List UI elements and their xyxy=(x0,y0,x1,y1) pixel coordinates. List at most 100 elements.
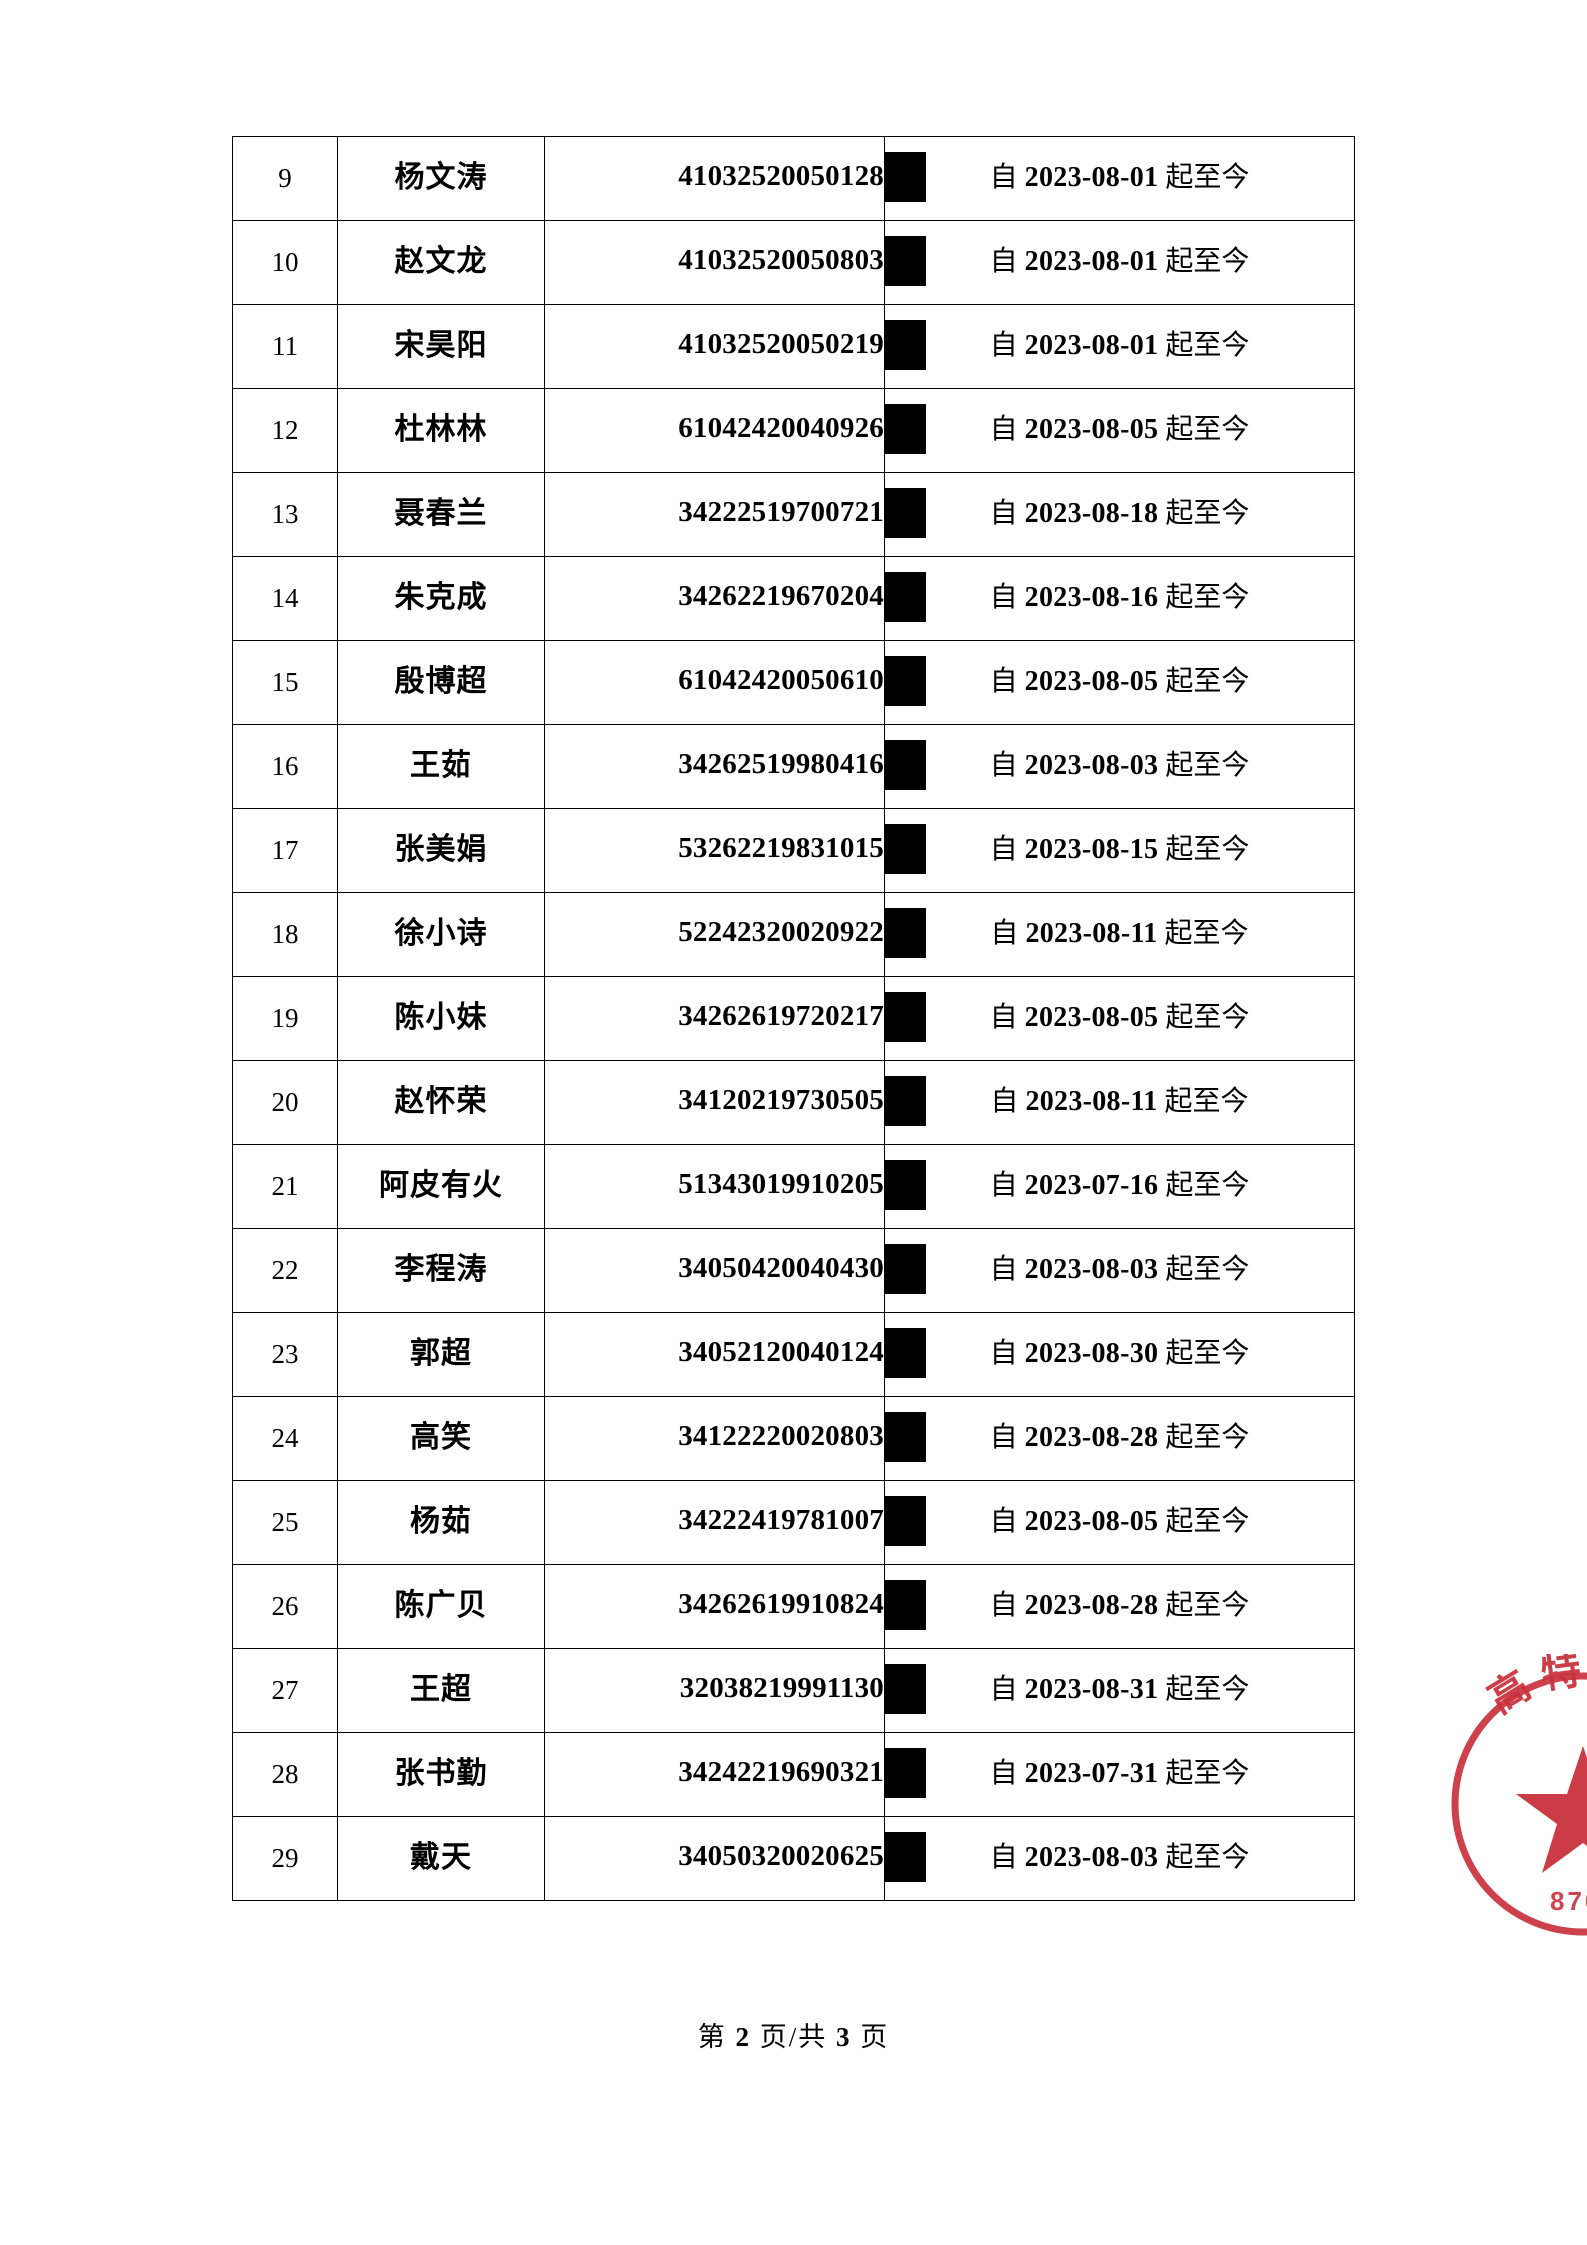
period-prefix: 自 xyxy=(989,330,1018,362)
cell-id-number: 51343019910205 xyxy=(544,1144,926,1229)
footer-prefix: 第 xyxy=(697,2022,727,2052)
cell-id-number: 41032520050128 xyxy=(544,136,926,221)
id-number-text: 41032520050803 xyxy=(678,244,884,277)
cell-id-number: 34242219690321 xyxy=(544,1732,926,1817)
id-number-text: 51343019910205 xyxy=(678,1168,884,1201)
cell-period: 自 2023-08-11 起至今 xyxy=(884,1060,1355,1145)
table-row: 15 殷博超 61042420050610 自 2023-08-05 起至今 xyxy=(232,640,1355,725)
cell-period: 自 2023-08-18 起至今 xyxy=(884,472,1355,557)
period-prefix: 自 xyxy=(989,414,1018,446)
id-number-text: 52242320020922 xyxy=(678,916,884,949)
id-number-text: 34262619720217 xyxy=(678,1000,884,1033)
id-number-text: 34222419781007 xyxy=(678,1504,884,1537)
cell-id-number: 34122220020803 xyxy=(544,1396,926,1481)
cell-index: 14 xyxy=(232,556,338,641)
table-row: 10 赵文龙 41032520050803 自 2023-08-01 起至今 xyxy=(232,220,1355,305)
period-prefix: 自 xyxy=(989,246,1018,278)
cell-id-number: 34052120040124 xyxy=(544,1312,926,1397)
redaction-block xyxy=(884,1747,926,1798)
period-suffix: 起至今 xyxy=(1165,1170,1250,1202)
period-start-date: 2023-07-31 xyxy=(1024,1758,1159,1790)
cell-id-number: 34222419781007 xyxy=(544,1480,926,1565)
period-prefix: 自 xyxy=(989,162,1018,194)
id-number-text: 61042420050610 xyxy=(678,664,884,697)
period-start-date: 2023-08-11 xyxy=(1025,918,1158,950)
cell-name: 阿皮有火 xyxy=(337,1144,545,1229)
period-suffix: 起至今 xyxy=(1165,1590,1250,1622)
id-number-text: 53262219831015 xyxy=(678,832,884,865)
cell-index: 19 xyxy=(232,976,338,1061)
period-prefix: 自 xyxy=(989,1338,1018,1370)
footer-middle: 页/共 xyxy=(759,2022,828,2052)
cell-name: 张美娟 xyxy=(337,808,545,893)
table-row: 22 李程涛 34050420040430 自 2023-08-03 起至今 xyxy=(232,1228,1355,1313)
cell-index: 29 xyxy=(232,1816,338,1901)
table-row: 14 朱克成 34262219670204 自 2023-08-16 起至今 xyxy=(232,556,1355,641)
cell-name: 徐小诗 xyxy=(337,892,545,977)
id-number-text: 34262219670204 xyxy=(678,580,884,613)
id-number-text: 41032520050219 xyxy=(678,328,884,361)
period-start-date: 2023-08-30 xyxy=(1024,1338,1159,1370)
period-start-date: 2023-08-28 xyxy=(1024,1422,1159,1454)
table-row: 19 陈小妹 34262619720217 自 2023-08-05 起至今 xyxy=(232,976,1355,1061)
cell-period: 自 2023-08-28 起至今 xyxy=(884,1396,1355,1481)
id-number-text: 34050420040430 xyxy=(678,1252,884,1285)
table-row: 20 赵怀荣 34120219730505 自 2023-08-11 起至今 xyxy=(232,1060,1355,1145)
table-row: 27 王超 32038219991130 自 2023-08-31 起至今 xyxy=(232,1648,1355,1733)
cell-name: 王茹 xyxy=(337,724,545,809)
period-suffix: 起至今 xyxy=(1165,330,1250,362)
period-start-date: 2023-08-05 xyxy=(1024,1002,1159,1034)
cell-index: 22 xyxy=(232,1228,338,1313)
period-start-date: 2023-08-15 xyxy=(1024,834,1159,866)
redaction-block xyxy=(884,1411,926,1462)
period-suffix: 起至今 xyxy=(1165,834,1250,866)
cell-id-number: 34262619910824 xyxy=(544,1564,926,1649)
cell-id-number: 34262519980416 xyxy=(544,724,926,809)
cell-index: 25 xyxy=(232,1480,338,1565)
cell-id-number: 34120219730505 xyxy=(544,1060,926,1145)
id-number-wrapper: 34262619720217 xyxy=(678,991,926,1044)
cell-id-number: 53262219831015 xyxy=(544,808,926,893)
cell-id-number: 41032520050803 xyxy=(544,220,926,305)
cell-name: 宋昊阳 xyxy=(337,304,545,389)
redaction-block xyxy=(884,319,926,370)
cell-index: 21 xyxy=(232,1144,338,1229)
cell-period: 自 2023-08-05 起至今 xyxy=(884,1480,1355,1565)
cell-period: 自 2023-07-31 起至今 xyxy=(884,1732,1355,1817)
period-prefix: 自 xyxy=(989,582,1018,614)
cell-name: 戴天 xyxy=(337,1816,545,1901)
period-suffix: 起至今 xyxy=(1165,162,1250,194)
cell-name: 李程涛 xyxy=(337,1228,545,1313)
cell-index: 10 xyxy=(232,220,338,305)
table-row: 26 陈广贝 34262619910824 自 2023-08-28 起至今 xyxy=(232,1564,1355,1649)
period-prefix: 自 xyxy=(989,498,1018,530)
svg-text:8708: 8708 xyxy=(1550,1886,1587,1916)
redaction-block xyxy=(884,1663,926,1714)
table-row: 25 杨茹 34222419781007 自 2023-08-05 起至今 xyxy=(232,1480,1355,1565)
period-start-date: 2023-07-16 xyxy=(1024,1170,1159,1202)
period-suffix: 起至今 xyxy=(1165,750,1250,782)
footer-page-number: 2 xyxy=(735,2022,751,2052)
redaction-block xyxy=(884,487,926,538)
cell-period: 自 2023-08-01 起至今 xyxy=(884,304,1355,389)
id-number-text: 34262519980416 xyxy=(678,748,884,781)
period-prefix: 自 xyxy=(989,1002,1018,1034)
cell-period: 自 2023-08-03 起至今 xyxy=(884,1228,1355,1313)
redaction-block xyxy=(884,151,926,202)
id-number-text: 34052120040124 xyxy=(678,1336,884,1369)
period-suffix: 起至今 xyxy=(1165,1338,1250,1370)
redaction-block xyxy=(884,1327,926,1378)
cell-name: 朱克成 xyxy=(337,556,545,641)
period-suffix: 起至今 xyxy=(1164,918,1249,950)
svg-text:高特供应: 高特供应 xyxy=(1481,1654,1587,1736)
table-row: 29 戴天 34050320020625 自 2023-08-03 起至今 xyxy=(232,1816,1355,1901)
id-number-text: 34222519700721 xyxy=(678,496,884,529)
period-suffix: 起至今 xyxy=(1165,498,1250,530)
period-start-date: 2023-08-03 xyxy=(1024,1842,1159,1874)
cell-name: 杨文涛 xyxy=(337,136,545,221)
cell-name: 王超 xyxy=(337,1648,545,1733)
table-row: 24 高笑 34122220020803 自 2023-08-28 起至今 xyxy=(232,1396,1355,1481)
id-number-text: 34242219690321 xyxy=(678,1756,884,1789)
redaction-block xyxy=(884,907,926,958)
